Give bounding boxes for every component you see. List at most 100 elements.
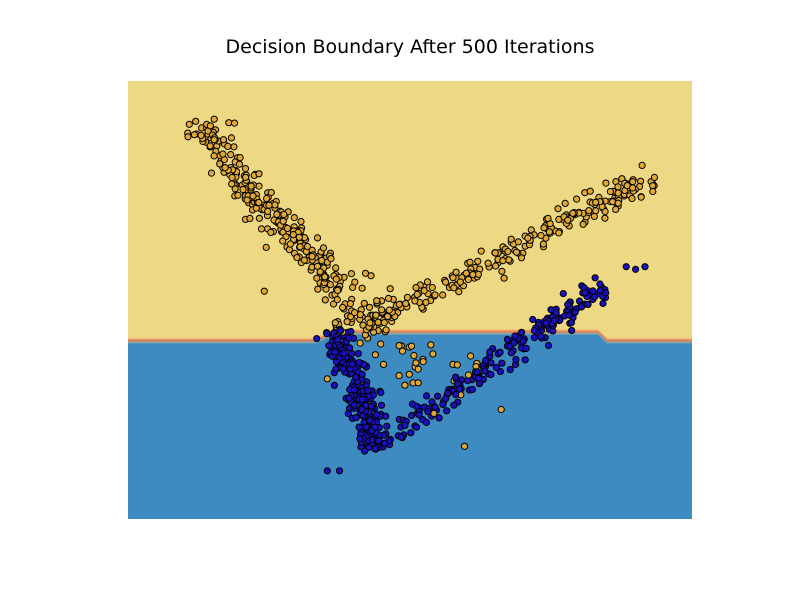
scatter-point-class-0 [283,224,292,232]
scatter-point-class-1 [452,390,460,399]
scatter-point-class-0 [239,185,247,194]
scatter-point-class-0 [206,142,214,150]
scatter-point-class-0 [333,296,341,304]
scatter-point-class-0 [474,257,482,265]
scatter-point-class-1 [439,400,447,408]
scatter-point-class-1 [339,365,347,373]
scatter-point-class-0 [224,142,232,150]
scatter-point-class-0 [492,262,500,270]
scatter-point-class-1 [544,341,553,350]
scatter-point-class-0 [537,231,545,240]
scatter-point-class-1 [377,388,385,396]
scatter-point-class-0 [297,217,305,226]
scatter-point-class-0 [514,238,523,246]
scatter-point-class-1 [450,401,458,409]
scatter-point-class-0 [590,212,598,220]
scatter-point-class-0 [442,278,450,286]
scatter-point-class-0 [564,216,572,224]
scatter-point-class-0 [484,259,492,267]
scatter-point-class-0 [255,198,263,207]
scatter-point-class-1 [350,386,358,394]
scatter-point-class-0 [318,256,326,265]
scatter-point-class-0 [450,284,458,292]
scatter-point-class-0 [601,214,609,222]
scatter-point-class-0 [313,274,321,282]
scatter-point-class-0 [367,272,375,280]
scatter-point-class-0 [398,347,407,355]
chart-title: Decision Boundary After 500 Iterations [226,36,595,58]
scatter-point-class-1 [435,414,443,422]
scatter-point-class-1 [474,374,482,382]
scatter-point-class-0 [329,300,338,308]
scatter-point-class-0 [410,351,418,360]
scatter-point-class-1 [381,439,389,447]
scatter-point-class-0 [365,303,374,311]
scatter-point-class-1 [564,301,572,309]
scatter-point-class-0 [290,214,298,222]
scatter-point-class-0 [358,284,366,292]
scatter-point-class-0 [227,134,235,142]
scatter-point-class-1 [358,370,366,378]
scatter-point-class-0 [197,131,205,139]
scatter-point-class-0 [414,365,422,373]
scatter-point-class-1 [348,360,356,368]
scatter-point-class-0 [420,287,428,295]
plot-area [128,81,692,519]
scatter-point-class-1 [452,373,460,381]
scatter-point-class-1 [571,308,579,316]
scatter-point-class-0 [477,247,485,255]
scatter-point-class-1 [511,332,519,340]
scatter-point-class-1 [356,435,364,443]
scatter-point-class-0 [612,205,620,213]
scatter-point-class-0 [439,291,447,299]
scatter-point-class-0 [602,179,610,187]
scatter-point-class-1 [498,359,506,367]
scatter-point-class-0 [649,187,657,196]
scatter-point-class-1 [334,336,342,344]
scatter-point-class-1 [577,303,586,311]
scatter-point-class-0 [303,242,312,251]
scatter-point-class-0 [467,352,475,360]
scatter-point-class-0 [629,184,637,192]
scatter-point-class-0 [314,285,322,293]
scatter-point-class-0 [419,358,427,366]
scatter-point-class-0 [378,306,386,314]
scatter-point-class-1 [358,405,366,413]
scatter-point-class-1 [632,265,640,273]
scatter-point-class-1 [521,356,529,364]
scatter-point-class-1 [407,429,415,437]
scatter-point-class-0 [395,372,403,380]
scatter-point-class-1 [422,418,430,427]
scatter-point-class-0 [614,189,622,197]
scatter-point-class-1 [340,349,348,357]
scatter-point-class-0 [267,188,275,197]
scatter-point-class-0 [505,256,513,264]
scatter-point-class-0 [293,254,301,262]
scatter-point-class-0 [280,210,288,219]
scatter-point-class-0 [374,318,382,326]
scatter-point-class-1 [330,381,338,389]
scatter-point-class-0 [385,306,393,314]
scatter-point-class-0 [210,136,218,144]
scatter-point-class-0 [319,244,328,252]
scatter-point-class-0 [185,120,193,128]
scatter-point-class-0 [379,360,388,368]
scatter-point-class-1 [431,403,439,411]
scatter-point-class-0 [242,173,250,181]
scatter-point-class-0 [235,160,244,168]
scatter-point-class-1 [375,437,383,445]
scatter-point-class-0 [346,300,354,308]
scatter-point-class-0 [343,318,351,326]
scatter-point-class-0 [373,297,381,305]
scatter-point-class-0 [464,275,472,284]
scatter-point-class-1 [568,326,576,335]
scatter-point-class-0 [491,249,499,257]
scatter-point-class-0 [411,297,419,305]
scatter-point-class-0 [456,278,464,286]
scatter-point-class-1 [473,368,481,376]
scatter-point-class-1 [512,355,520,364]
scatter-point-class-1 [443,407,451,415]
scatter-point-class-1 [510,339,518,347]
scatter-point-class-0 [206,122,214,130]
scatter-point-class-1 [530,334,539,342]
